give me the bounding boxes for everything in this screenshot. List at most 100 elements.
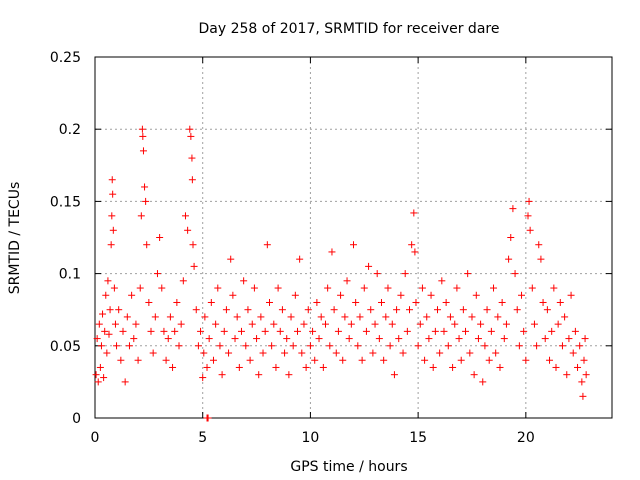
data-point-marker [200, 349, 208, 357]
data-point-marker [339, 356, 347, 364]
data-point-marker [315, 335, 323, 343]
data-point-marker [401, 270, 409, 278]
data-point-marker [162, 356, 170, 364]
data-point-marker [431, 327, 439, 335]
data-point-marker [311, 356, 319, 364]
data-point-marker [192, 306, 200, 314]
x-tick-label: 10 [302, 430, 320, 446]
data-point-marker [332, 349, 340, 357]
data-point-marker [481, 342, 489, 350]
data-point-marker [390, 371, 398, 379]
data-point-marker [581, 335, 589, 343]
data-point-marker [218, 371, 226, 379]
data-point-marker [177, 320, 185, 328]
data-point-marker [107, 241, 115, 249]
data-point-marker [201, 313, 209, 321]
data-point-marker [511, 270, 519, 278]
x-axis-label: GPS time / hours [290, 459, 407, 475]
data-point-marker [472, 291, 480, 299]
data-point-marker [569, 349, 577, 357]
data-point-marker [136, 284, 144, 292]
data-point-marker [343, 277, 351, 285]
data-point-marker [175, 342, 183, 350]
data-point-marker [324, 284, 332, 292]
data-point-marker [395, 335, 403, 343]
data-point-marker [345, 335, 353, 343]
data-point-marker [132, 320, 140, 328]
data-point-marker [181, 212, 189, 220]
data-point-marker [418, 284, 426, 292]
data-point-marker [530, 320, 538, 328]
data-point-marker [220, 327, 228, 335]
data-point-marker [500, 335, 508, 343]
data-point-marker [93, 335, 101, 343]
data-point-marker [216, 342, 224, 350]
data-point-marker [565, 335, 573, 343]
data-point-marker [459, 306, 467, 314]
data-point-marker [128, 291, 136, 299]
data-point-marker [494, 313, 502, 321]
data-point-marker [123, 313, 131, 321]
data-point-marker [464, 270, 472, 278]
data-point-marker [477, 320, 485, 328]
data-point-marker [138, 125, 146, 133]
data-point-marker [535, 241, 543, 249]
data-point-marker [169, 363, 177, 371]
data-point-marker [550, 284, 558, 292]
data-point-marker [156, 234, 164, 241]
data-point-marker [237, 327, 245, 335]
data-point-marker [187, 132, 195, 140]
data-point-marker [466, 349, 474, 357]
data-point-marker [434, 306, 442, 314]
data-point-marker [231, 335, 239, 343]
data-point-marker [257, 313, 265, 321]
data-point-marker [149, 349, 157, 357]
data-point-marker [483, 306, 491, 314]
data-point-marker [367, 306, 375, 314]
data-point-marker [509, 205, 517, 213]
data-point-marker [278, 306, 286, 314]
data-point-marker [225, 349, 233, 357]
data-point-marker [358, 356, 366, 364]
data-point-marker [101, 327, 109, 335]
data-point-marker [408, 241, 416, 249]
data-point-marker [100, 374, 108, 382]
data-point-marker [319, 363, 327, 371]
data-point-marker [582, 371, 590, 379]
data-point-marker [212, 320, 220, 328]
data-point-marker [173, 298, 181, 306]
y-axis-label: SRMTID / TECUs [7, 182, 23, 295]
data-point-marker [380, 356, 388, 364]
data-point-marker [528, 284, 536, 292]
data-point-marker [393, 306, 401, 314]
data-point-marker [164, 335, 172, 343]
data-point-marker [92, 371, 100, 379]
data-point-marker [205, 335, 213, 343]
data-point-marker [160, 327, 168, 335]
data-point-marker [121, 378, 129, 386]
x-tick-label: 0 [91, 430, 100, 446]
data-point-marker [579, 392, 587, 400]
data-point-marker [330, 306, 338, 314]
data-point-marker [451, 320, 459, 328]
data-point-marker [496, 363, 504, 371]
data-point-marker [520, 327, 528, 335]
data-point-marker [291, 291, 299, 299]
data-point-marker [412, 298, 420, 306]
data-point-marker [373, 270, 381, 278]
data-point-marker [539, 298, 547, 306]
data-point-marker [233, 313, 241, 321]
data-point-marker [186, 125, 194, 133]
data-point-marker [384, 284, 392, 292]
data-point-marker [203, 363, 211, 371]
data-point-marker [166, 313, 174, 321]
data-point-marker [502, 320, 510, 328]
data-point-marker [143, 241, 151, 249]
data-point-marker [95, 320, 103, 328]
data-point-marker [548, 327, 556, 335]
data-point-marker [365, 262, 373, 270]
data-point-marker [406, 306, 414, 314]
data-point-marker [388, 320, 396, 328]
